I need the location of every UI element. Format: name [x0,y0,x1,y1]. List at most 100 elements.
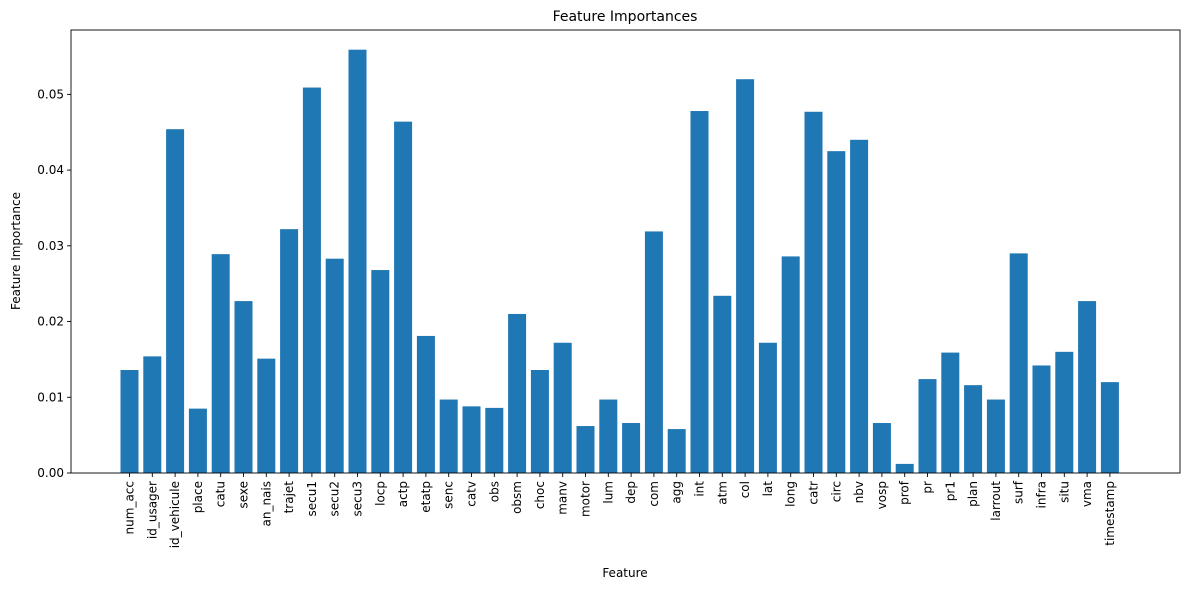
bar-senc [439,399,458,473]
y-tick-label: 0.00 [37,466,64,480]
bar-catu [211,254,230,473]
bar-sexe [234,301,253,473]
bar-col [736,79,755,473]
x-tick-label-manv: manv [556,481,570,515]
x-tick-label-pr1: pr1 [943,481,957,501]
x-tick-label-locp: locp [373,481,387,506]
chart-title: Feature Importances [553,9,698,25]
plot-area: 0.00 0.01 0.02 0.03 0.04 0.05 num_acc id_usager… [37,29,1181,548]
x-tick-label-surf: surf [1012,480,1026,504]
x-tick-label-catr: catr [807,481,821,505]
y-tick-label: 0.01 [37,390,64,404]
bar-infra [1032,365,1051,473]
x-tick-label-catv: catv [465,481,479,507]
bar-id_vehicule [166,129,185,473]
x-tick-label-atm: atm [715,481,729,505]
x-tick-label-obs: obs [487,481,501,502]
x-tick-label-id_vehicule: id_vehicule [168,481,182,548]
x-tick-label-com: com [647,481,661,507]
bar-trajet [280,229,299,473]
bar-com [644,231,663,473]
bar-prof [895,463,914,473]
x-tick-label-id_usager: id_usager [145,481,159,539]
x-tick-label-infra: infra [1035,481,1049,508]
x-tick-label-int: int [693,481,707,497]
bar-secu2 [325,258,344,473]
x-tick-label-dep: dep [624,481,638,504]
x-tick-label-place: place [191,481,205,513]
x-tick-label-an_nais: an_nais [259,481,273,527]
bar-catv [462,406,481,473]
y-tick-label: 0.02 [37,315,64,329]
bar-int [690,111,709,473]
x-tick-label-secu2: secu2 [328,481,342,516]
bar-surf [1009,253,1028,473]
bar-agg [667,429,686,473]
bar-secu3 [348,49,367,473]
x-tick-label-lat: lat [761,481,775,497]
bar-situ [1055,351,1074,473]
x-tick-label-catu: catu [214,481,228,507]
x-tick-label-secu3: secu3 [351,481,365,516]
y-tick-label: 0.04 [37,163,64,177]
bar-obsm [508,313,527,473]
bar-etatp [416,335,435,473]
bar-circ [827,151,846,473]
bar-lum [599,399,618,473]
x-tick-label-sexe: sexe [237,481,251,509]
x-tick-label-nbv: nbv [852,481,866,503]
bar-actp [394,121,413,473]
x-tick-label-vosp: vosp [875,481,889,509]
x-tick-label-vma: vma [1080,481,1094,507]
bar-manv [553,342,572,473]
x-tick-label-agg: agg [670,481,684,504]
x-tick-label-timestamp: timestamp [1103,481,1117,546]
y-tick-label: 0.05 [37,87,64,101]
bar-plan [964,385,983,473]
bar-motor [576,426,595,473]
x-tick-label-trajet: trajet [282,481,296,514]
x-tick-label-choc: choc [533,481,547,509]
bar-catr [804,111,823,473]
bar-locp [371,270,390,473]
x-tick-label-long: long [784,481,798,507]
x-tick-label-secu1: secu1 [305,481,319,516]
x-tick-label-actp: actp [396,481,410,507]
bar-id_usager [143,356,162,473]
x-tick-label-obsm: obsm [510,481,524,514]
x-tick-label-num_acc: num_acc [123,481,137,534]
x-tick-label-etatp: etatp [419,481,433,513]
bar-vosp [872,423,891,473]
bar-pr1 [941,352,960,473]
bar-secu1 [302,87,321,474]
x-tick-label-pr: pr [921,481,935,494]
x-tick-label-prof: prof [898,480,912,505]
bar-vma [1078,301,1097,473]
bar-choc [530,370,549,473]
bar-larrout [986,399,1005,473]
x-tick-label-lum: lum [601,481,615,504]
x-tick-label-plan: plan [966,481,980,507]
x-tick-label-situ: situ [1057,481,1071,503]
bar-dep [622,423,641,473]
y-tick-label: 0.03 [37,239,64,253]
bar-pr [918,379,937,473]
x-tick-label-col: col [738,481,752,498]
x-tick-label-circ: circ [829,481,843,502]
bar-obs [485,407,504,473]
bar-lat [758,342,777,473]
x-tick-label-motor: motor [579,481,593,517]
x-axis-label: Feature [602,566,647,580]
bar-atm [713,295,732,473]
bar-long [781,256,800,473]
bar-nbv [850,139,869,474]
bar-an_nais [257,358,276,473]
bar-num_acc [120,370,139,473]
bar-place [188,408,207,473]
axes-frame [70,29,1181,474]
x-tick-label-larrout: larrout [989,481,1003,521]
bar-timestamp [1100,382,1119,473]
y-axis-label: Feature Importance [9,192,23,310]
